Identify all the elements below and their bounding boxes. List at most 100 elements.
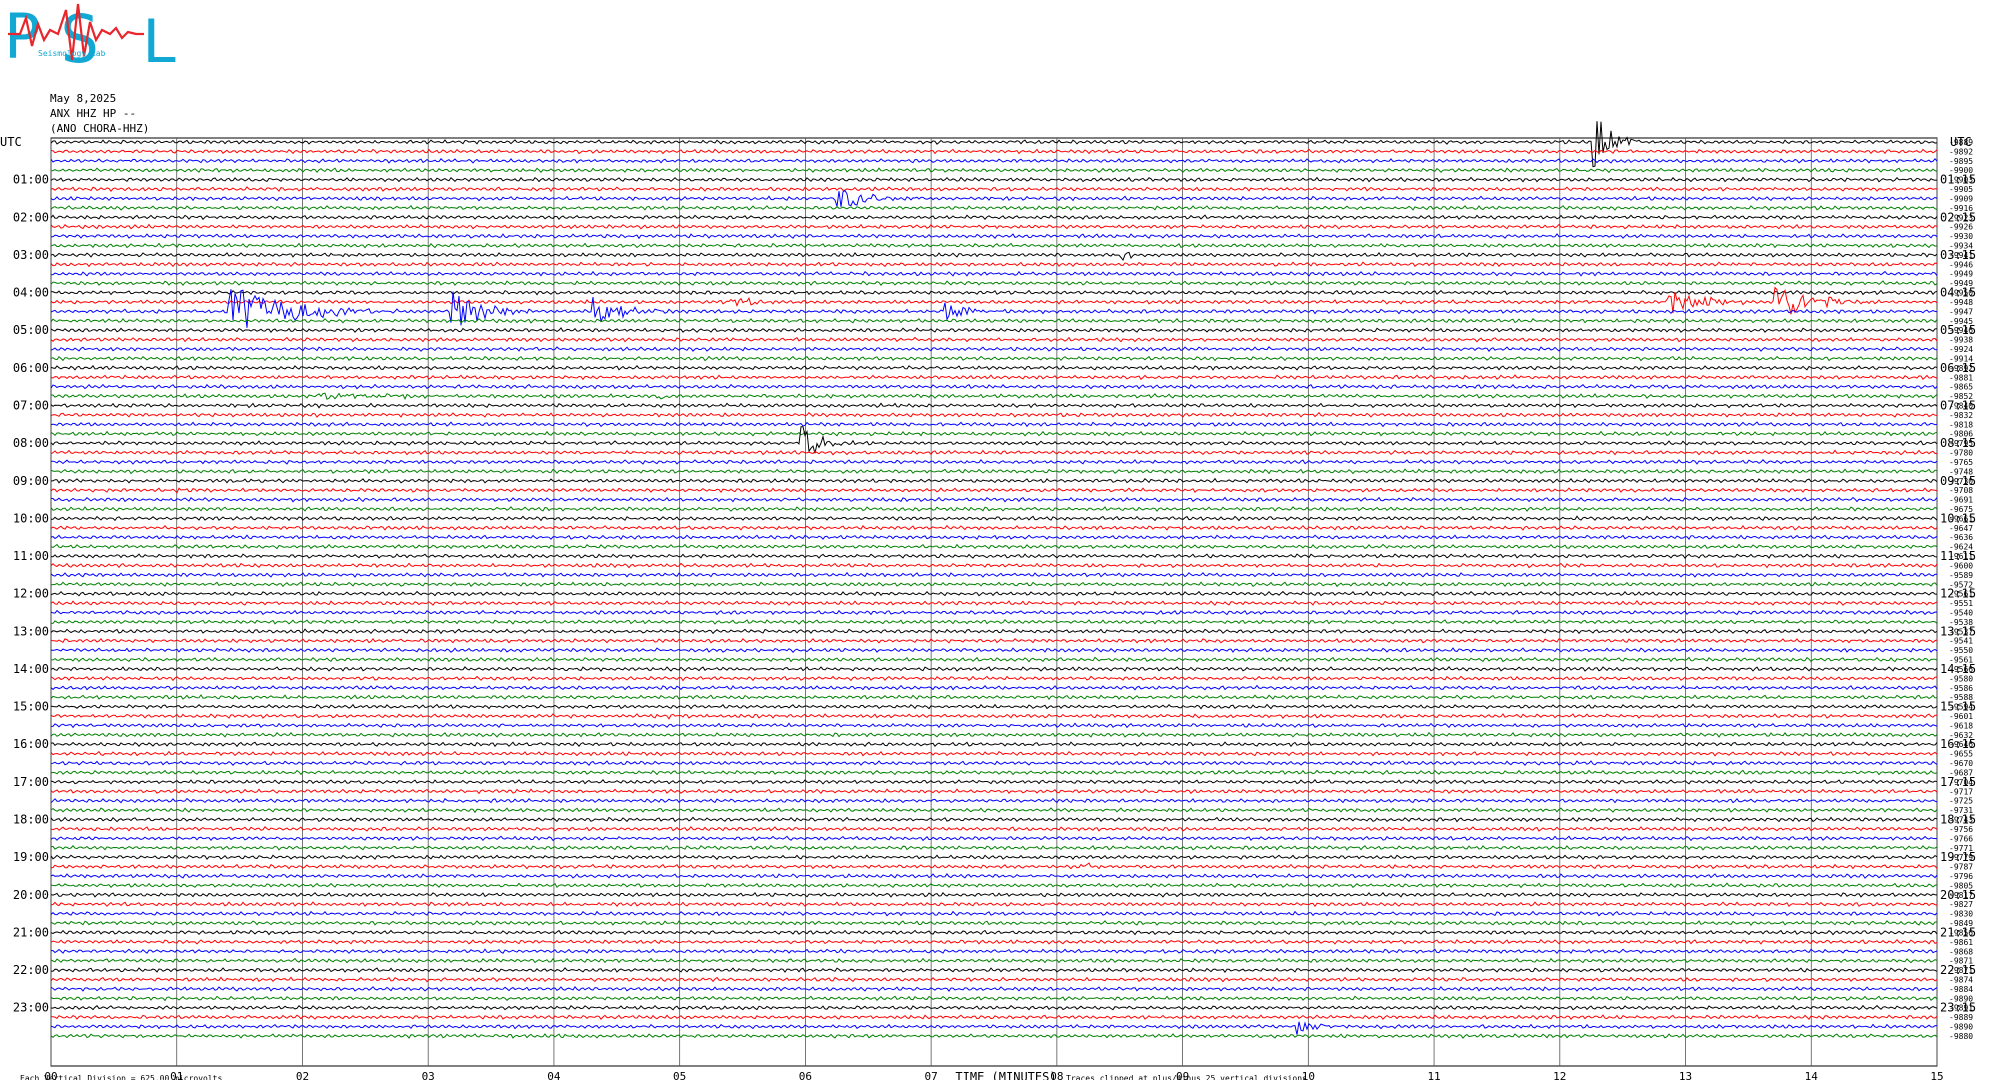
left-hour-label: 09:00 xyxy=(13,474,49,488)
station-alias: (ANO CHORA-HHZ) xyxy=(50,122,150,135)
seismic-trace-row-29 xyxy=(50,411,1938,418)
seismic-trace-row-39 xyxy=(50,506,1938,512)
seismic-trace-row-74 xyxy=(50,835,1938,842)
seismic-trace-row-62 xyxy=(50,722,1938,729)
seismic-trace-row-64 xyxy=(50,741,1938,748)
row-offset-label: -9889 xyxy=(1949,1013,1973,1022)
seismic-trace-row-95 xyxy=(50,1033,1938,1039)
seismic-trace-row-50 xyxy=(50,609,1938,616)
row-offset-label: -9572 xyxy=(1949,580,1973,589)
row-offset-label: -9892 xyxy=(1949,364,1973,373)
row-offset-label: -9670 xyxy=(1949,759,1973,768)
psl-logo: P S L Seismology Lab xyxy=(4,0,178,78)
seismic-trace-row-90 xyxy=(50,985,1938,992)
seismic-trace-row-78 xyxy=(50,873,1938,879)
row-offset-label: -9881 xyxy=(1949,373,1973,382)
right-hour-label: 05:15 xyxy=(1940,323,1976,337)
right-hour-label: 11:15 xyxy=(1940,549,1976,563)
left-hour-label: 06:00 xyxy=(13,361,49,375)
seismic-trace-row-34 xyxy=(50,458,1938,465)
seismic-trace-row-92 xyxy=(50,1004,1938,1011)
row-offset-label: -9892 xyxy=(1949,147,1973,156)
row-offset-label: -9880 xyxy=(1949,1032,1973,1041)
left-hour-label: 12:00 xyxy=(13,587,49,601)
row-offset-label: -9950 xyxy=(1949,289,1973,298)
row-offset-label: -9566 xyxy=(1949,665,1973,674)
trace-group xyxy=(50,121,1938,1039)
left-hour-label: 11:00 xyxy=(13,549,49,563)
seismic-trace-row-17 xyxy=(50,286,1938,315)
right-hour-label: 22:15 xyxy=(1940,963,1976,977)
logo-small-text: Seismology Lab xyxy=(38,49,106,58)
row-offset-label: -9891 xyxy=(1949,1004,1973,1013)
row-offset-label: -9938 xyxy=(1949,336,1973,345)
right-hour-label: 14:15 xyxy=(1940,662,1976,676)
left-hour-label: UTC xyxy=(0,135,22,149)
seismic-trace-row-63 xyxy=(50,731,1938,738)
row-offset-label: -9806 xyxy=(1949,430,1973,439)
row-offset-label: -9895 xyxy=(1949,157,1973,166)
seismic-trace-row-84 xyxy=(50,929,1938,936)
seismic-trace-row-83 xyxy=(50,920,1938,927)
row-offset-label: -9601 xyxy=(1949,712,1973,721)
row-offset-label: -9947 xyxy=(1949,307,1973,316)
left-hour-label: 18:00 xyxy=(13,813,49,827)
row-offset-label: -9949 xyxy=(1949,279,1973,288)
seismic-trace-row-66 xyxy=(50,760,1938,766)
seismic-trace-row-41 xyxy=(50,524,1938,531)
row-offset-label: -9675 xyxy=(1949,505,1973,514)
left-hour-label: 05:00 xyxy=(13,323,49,337)
left-hour-label: 08:00 xyxy=(13,436,49,450)
seismic-trace-row-79 xyxy=(50,882,1938,889)
x-tick-label: 11 xyxy=(1427,1070,1440,1080)
row-offset-label: -9743 xyxy=(1949,816,1973,825)
row-offset-label: -9923 xyxy=(1949,213,1973,222)
row-offset-label: -9926 xyxy=(1949,223,1973,232)
seismic-trace-row-85 xyxy=(50,938,1938,945)
row-offset-label: -9817 xyxy=(1949,891,1973,900)
seismic-trace-row-72 xyxy=(50,816,1938,823)
row-offset-label: -9708 xyxy=(1949,486,1973,495)
seismic-trace-row-23 xyxy=(50,355,1938,362)
row-offset-label: -9805 xyxy=(1949,881,1973,890)
seismic-trace-row-80 xyxy=(50,891,1938,898)
row-offset-label: -9771 xyxy=(1949,844,1973,853)
left-hour-label: 04:00 xyxy=(13,286,49,300)
seismic-trace-row-53 xyxy=(50,637,1938,644)
row-offset-label: -9618 xyxy=(1949,721,1973,730)
row-offset-label: -9865 xyxy=(1949,383,1973,392)
row-offset-label: -9717 xyxy=(1949,787,1973,796)
row-offset-label: -9861 xyxy=(1949,938,1973,947)
right-hour-label: 09:15 xyxy=(1940,474,1976,488)
row-offset-label: -9946 xyxy=(1949,260,1973,269)
seismic-trace-row-0 xyxy=(50,121,1938,168)
row-offset-label: -9924 xyxy=(1949,345,1973,354)
row-offset-label: -9832 xyxy=(1949,411,1973,420)
seismic-trace-row-25 xyxy=(50,374,1938,381)
seismic-trace-row-4 xyxy=(50,176,1938,183)
right-hour-label: 17:15 xyxy=(1940,775,1976,789)
seismic-trace-row-28 xyxy=(50,402,1938,409)
seismic-trace-row-37 xyxy=(50,487,1938,494)
x-tick-label: 07 xyxy=(925,1070,938,1080)
row-offset-label: -9856 xyxy=(1949,928,1973,937)
x-tick-label: 13 xyxy=(1679,1070,1692,1080)
right-hour-label: 10:15 xyxy=(1940,511,1976,525)
row-offset-label: -9909 xyxy=(1949,194,1973,203)
seismic-trace-row-13 xyxy=(50,261,1938,268)
row-offset-label: -9541 xyxy=(1949,637,1973,646)
seismic-trace-row-89 xyxy=(50,976,1938,983)
seismic-trace-row-3 xyxy=(50,167,1938,174)
seismic-trace-row-58 xyxy=(50,684,1938,691)
row-offset-label: -9748 xyxy=(1949,467,1973,476)
row-offset-label: -9916 xyxy=(1949,204,1973,213)
row-offset-label: -9594 xyxy=(1949,703,1973,712)
seismic-trace-row-15 xyxy=(50,280,1938,287)
seismic-trace-row-11 xyxy=(50,242,1938,249)
row-offset-label: -9765 xyxy=(1949,458,1973,467)
seismic-trace-row-14 xyxy=(50,270,1938,277)
right-hour-label: 12:15 xyxy=(1940,587,1976,601)
logo-letter-l: L xyxy=(142,7,178,77)
seismic-trace-row-16 xyxy=(50,289,1938,296)
